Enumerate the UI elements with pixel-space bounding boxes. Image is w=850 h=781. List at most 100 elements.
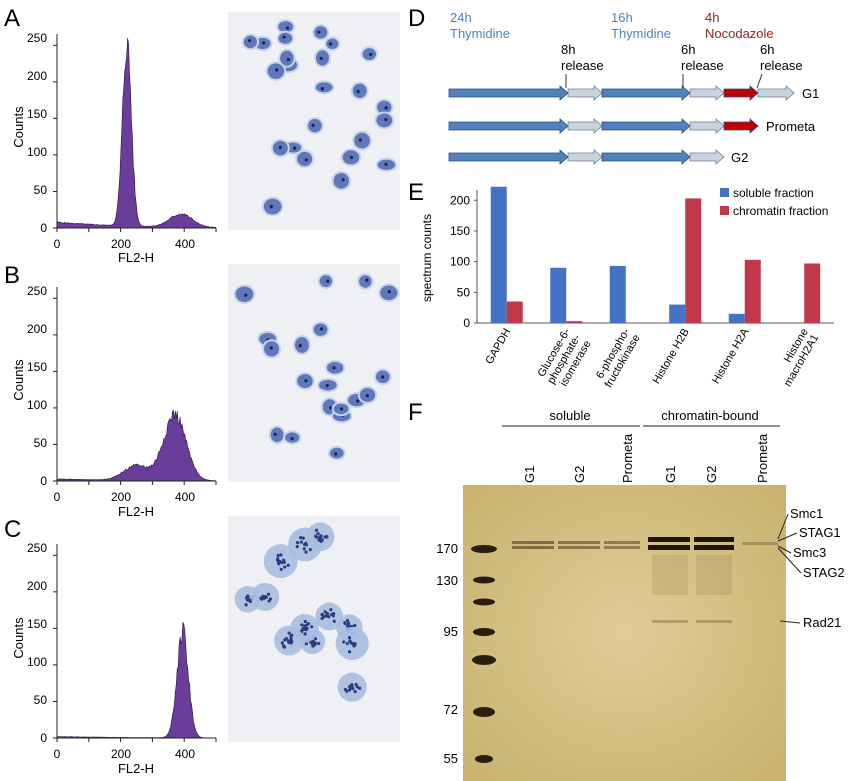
cell-chromosome — [279, 553, 283, 557]
cell-chromosome — [303, 632, 307, 636]
cell-chromosome — [322, 615, 326, 619]
cell-nucleolus — [247, 38, 252, 43]
step-release-1-duration: 8h — [561, 42, 575, 57]
panel-letter-c: C — [4, 516, 21, 543]
histogram-area — [56, 622, 217, 739]
cell-chromosome — [301, 536, 305, 540]
protocol-arrow-segment — [689, 85, 725, 101]
cell-nucleolus — [380, 375, 385, 379]
gel-band-smc — [512, 541, 640, 549]
gel-protein-rad21: Rad21 — [803, 615, 841, 630]
cell-chromosome — [262, 596, 266, 600]
histogram-a-ytick: 250 — [27, 31, 47, 45]
cell-chromosome — [284, 637, 289, 641]
cell-nucleus — [352, 83, 367, 98]
bar-chart-bars — [490, 186, 821, 323]
protocol-arrow-segment — [601, 118, 691, 134]
cell-chromosome — [327, 615, 331, 619]
gel-protein-smc1: Smc1 — [790, 506, 823, 521]
cell-chromosome — [317, 538, 321, 542]
step-release-3-duration: 6h — [760, 42, 774, 57]
protocol-arrow-segment — [567, 118, 603, 134]
histogram-c-xtick: 400 — [175, 747, 195, 761]
protocol-arrow-segment — [448, 118, 569, 134]
cell-nucleolus — [317, 30, 321, 34]
gel-panel: soluble chromatin-bound G1 G2 Prometa G1… — [436, 408, 845, 781]
cell-nucleolus — [325, 384, 329, 388]
panel-letter-b: B — [4, 262, 20, 289]
gel-marker: 170 — [436, 541, 458, 556]
cell-nucleolus — [319, 56, 323, 60]
cell-chromosome — [308, 548, 312, 552]
cell-chromosome — [329, 608, 333, 612]
cell-nucleus — [359, 275, 372, 288]
step-thymidine-2-label: Thymidine — [611, 26, 671, 41]
bar-soluble — [550, 267, 567, 323]
bar-chart-ytick: 150 — [450, 224, 470, 238]
cell-chromosome — [287, 641, 291, 645]
protocol-arrow-segment — [601, 149, 691, 165]
cell-chromosome — [279, 567, 283, 571]
cell-nucleolus — [358, 138, 362, 142]
cell-nucleolus — [311, 123, 315, 127]
histogram-area — [56, 37, 217, 229]
cell-nucleus — [333, 172, 350, 189]
bar-soluble — [490, 186, 507, 323]
gel-image — [463, 485, 786, 781]
cell-nucleus — [297, 151, 313, 167]
bar-chart-category-label: Glucose-6-phosphate-isomerase — [535, 326, 594, 392]
cell-nucleolus — [298, 344, 302, 348]
bar-chromatin — [506, 301, 523, 323]
cell-chromosome — [323, 610, 327, 614]
micrograph-b — [228, 264, 400, 482]
bar-chart-category-label: GAPDH — [483, 326, 513, 366]
bar-chart-category-label: Histone H2B — [651, 327, 692, 386]
histogram-b-xtick: 400 — [175, 490, 195, 504]
histogram-a-ytick: 100 — [27, 145, 47, 159]
cell-nucleus — [243, 35, 258, 49]
micrograph-a-cells — [241, 19, 398, 217]
histogram-b-ytick: 250 — [27, 284, 47, 298]
cell-nucleus — [354, 132, 370, 149]
cell-chromosome — [276, 557, 280, 561]
cell-chromosome — [300, 623, 304, 627]
cell-nucleus — [314, 26, 328, 39]
bar-chart-categories: GAPDH Glucose-6-phosphate-isomerase 6-phos… — [483, 326, 821, 392]
cell-nucleolus — [293, 146, 297, 150]
histogram-a-xtick: 400 — [175, 237, 195, 251]
cell-chromosome — [345, 689, 349, 693]
cell-chromosome — [302, 542, 307, 547]
micrograph-c-cells — [234, 522, 369, 702]
histogram-a-xtick: 0 — [54, 237, 61, 251]
cell-chromosome — [325, 534, 329, 539]
cell-nucleus — [235, 286, 254, 302]
histogram-a-ytick: 150 — [27, 107, 47, 121]
gel-group-soluble: soluble — [549, 408, 590, 423]
gel-marker: 72 — [444, 702, 458, 717]
cell-nucleolus — [329, 406, 333, 410]
histogram-c: Counts FL2-H 0 50 100 150 200 250 0 200 … — [11, 541, 217, 776]
cell-chromosome — [246, 597, 250, 602]
histogram-c-ytick: 150 — [27, 617, 47, 631]
cell-nucleolus — [328, 42, 333, 46]
cell-nucleolus — [349, 155, 354, 160]
cell-nucleolus — [286, 57, 290, 62]
protocol-row-g1-label: G1 — [802, 86, 819, 101]
cell-nucleolus — [387, 290, 391, 294]
histogram-c-ytick: 250 — [27, 541, 47, 555]
cell-nucleolus — [365, 278, 369, 282]
cell-chromosome — [331, 614, 336, 618]
cell-chromosome — [358, 686, 362, 690]
histogram-c-xlabel: FL2-H — [118, 761, 154, 776]
cell-nucleolus — [269, 346, 273, 350]
bar-chart-ytick: 100 — [450, 255, 470, 269]
cell-nucleus — [326, 38, 339, 50]
protocol-row-g2 — [448, 149, 725, 165]
protocol-arrow-segment — [567, 149, 603, 165]
cell-nucleolus — [384, 118, 388, 122]
histogram-a-ytick: 50 — [34, 183, 48, 197]
bar-soluble — [669, 304, 686, 323]
cell-chromosome — [304, 642, 308, 646]
histogram-c-ytick: 0 — [40, 731, 47, 745]
